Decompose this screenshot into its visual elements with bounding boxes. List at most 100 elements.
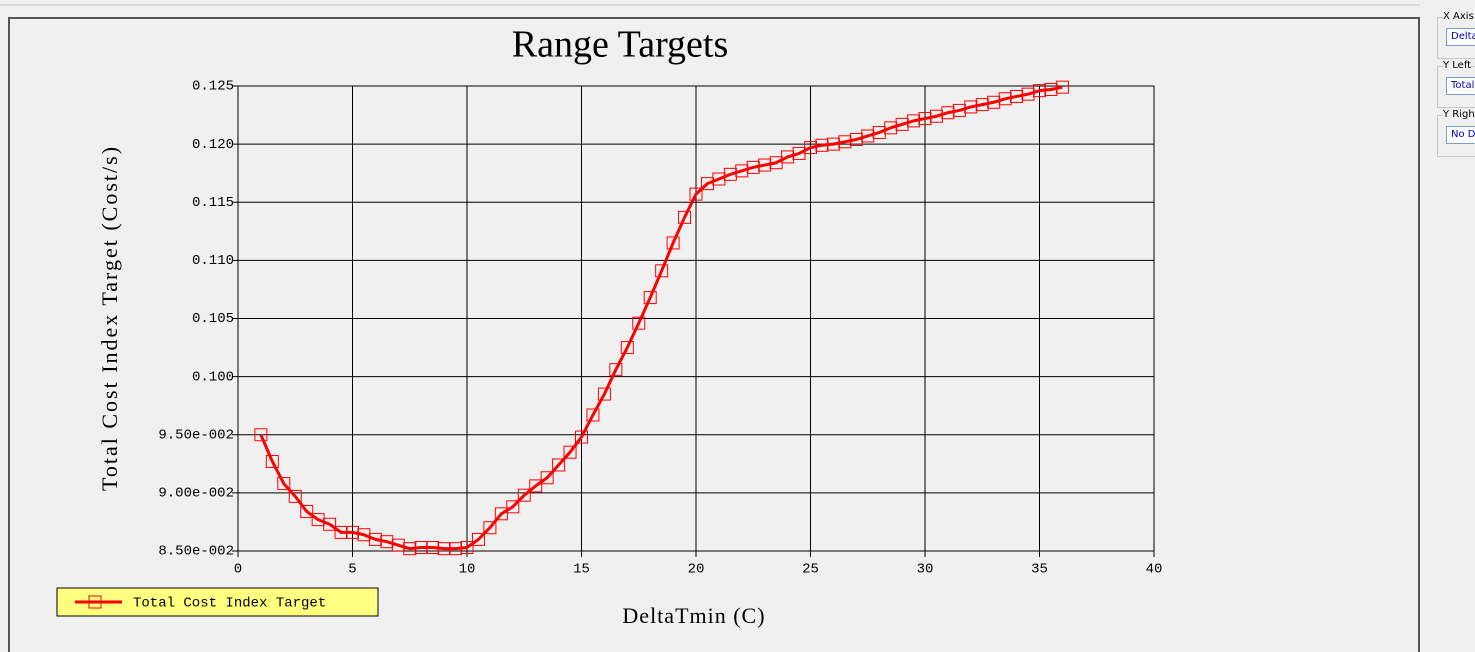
marker [941,106,955,120]
marker [471,532,485,546]
marker [357,528,371,542]
y-right-group: Y Righ No D [1437,109,1475,157]
x-tick-label: 10 [459,562,476,578]
chart: Range Targets DeltaTmin (C) Total Cost I… [0,4,1420,652]
y-tick-label: 0.125 [192,79,234,95]
marker [288,489,302,503]
marker [884,121,898,135]
y-tick-label: 8.50e-002 [158,544,234,560]
marker [781,150,795,164]
marker [987,95,1001,109]
marker [826,137,840,151]
marker [494,507,508,521]
chart-frame [8,17,1420,652]
marker [952,103,966,117]
y-tick-label: 0.105 [192,311,234,327]
y-tick-label: 9.50e-002 [158,427,234,443]
marker [300,504,314,518]
marker [529,479,543,493]
marker [700,177,714,191]
marker [1044,82,1058,96]
legend-marker [88,595,102,609]
marker [517,488,531,502]
x-tick-label: 30 [917,562,934,578]
marker [323,517,337,531]
marker [689,187,703,201]
marker [1055,80,1069,94]
legend-label: Total Cost Index Target [133,596,326,612]
marker [346,525,359,539]
marker [460,541,474,555]
marker [586,408,600,422]
marker [254,428,268,442]
marker [666,236,680,250]
marker [849,132,863,146]
marker [414,541,428,555]
marker [872,126,886,139]
x-axis-label: DeltaTmin (C) [622,603,765,628]
marker [838,135,852,149]
x-axis-group: X Axis Delta [1437,11,1475,59]
x-tick-label: 0 [234,562,242,578]
marker [368,532,382,546]
marker [391,538,405,552]
marker [678,210,692,224]
marker [1010,89,1024,103]
marker [998,92,1012,106]
x-tick-label: 15 [573,562,590,578]
marker [563,445,577,459]
marker [735,164,749,178]
marker [746,160,760,174]
marker [975,98,989,112]
y-axis-label: Total Cost Index Target (Cost/s) [97,145,122,491]
y-tick-label: 9.00e-002 [158,486,234,502]
marker [655,264,669,278]
y-tick-label: 0.120 [192,137,234,153]
marker [758,158,772,172]
marker [1021,87,1035,101]
y-tick-label: 0.110 [192,253,234,269]
marker [380,535,394,549]
marker [540,471,554,485]
x-tick-label: 35 [1031,562,1048,578]
y-left-group: Y Left Total [1437,60,1475,108]
marker [265,454,279,468]
marker [1033,84,1046,98]
marker [964,100,978,114]
y-tick-label: 0.100 [192,369,234,385]
group-label: Y Righ [1443,109,1475,120]
group-label: Y Left [1443,60,1472,71]
marker [918,112,932,126]
y-tick-label: 0.115 [192,195,234,211]
marker [643,291,657,305]
x-tick-label: 5 [348,562,356,578]
marker [277,477,291,491]
marker [632,316,646,330]
marker [334,525,348,539]
x-tick-label: 25 [802,562,819,578]
plot [254,80,1069,556]
x-tick-label: 40 [1146,562,1163,578]
marker [483,521,497,535]
marker [552,458,566,472]
marker [609,363,623,377]
chart-title: Range Targets [512,24,729,66]
marker [403,542,417,556]
marker [449,542,463,556]
marker [620,341,634,355]
marker [804,141,817,155]
y-left-select[interactable]: Total [1446,77,1475,95]
series-line [259,85,1063,551]
marker [597,387,611,401]
x-tick-label: 20 [688,562,705,578]
plot-frame [237,85,1155,552]
y-right-select[interactable]: No D [1446,126,1475,144]
marker [895,117,909,131]
x-axis-select[interactable]: Delta [1446,28,1475,46]
marker [907,114,921,128]
marker [815,138,829,152]
marker [861,129,875,143]
marker [723,167,737,181]
marker [712,172,726,186]
